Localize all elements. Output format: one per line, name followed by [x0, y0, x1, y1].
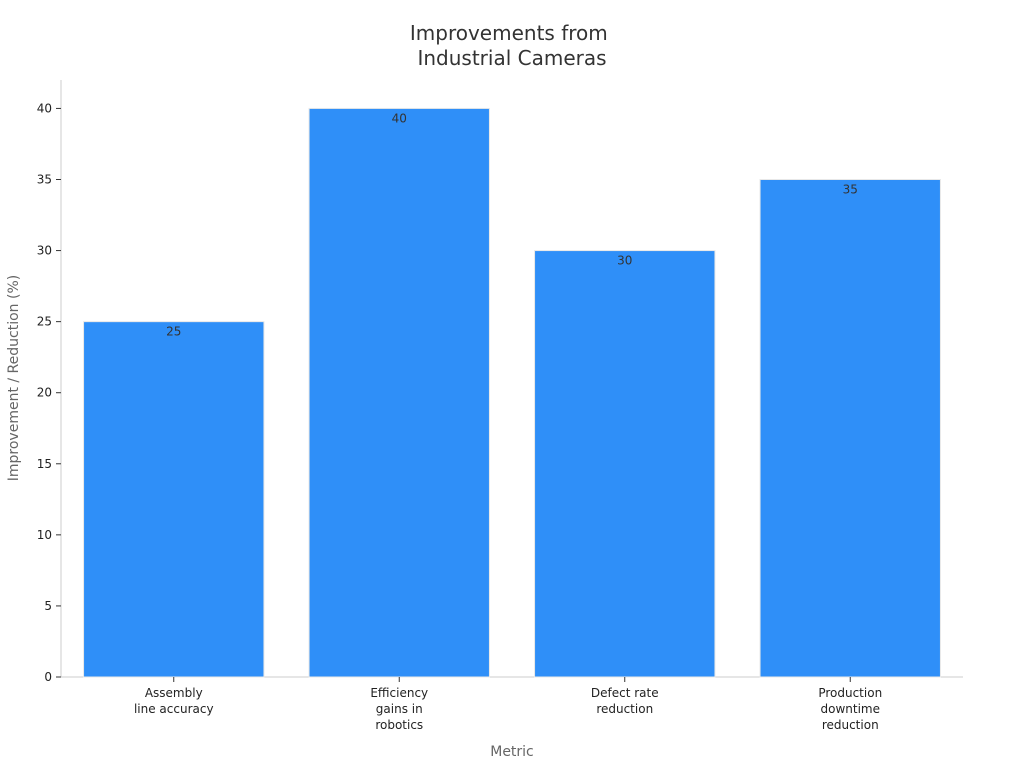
x-tick-label-line: line accuracy [134, 702, 214, 716]
bar [83, 321, 265, 678]
bar-value-label: 30 [617, 254, 632, 268]
x-tick-label: Production downtime reduction [818, 686, 882, 732]
bar-value-label: 25 [166, 325, 181, 339]
x-tick-label-line: Assembly [145, 686, 203, 700]
bar [534, 250, 716, 678]
y-tick-label: 15 [37, 457, 52, 471]
x-tick-label-line: Efficiency [370, 686, 428, 700]
y-tick-label: 35 [37, 173, 52, 187]
y-tick-label: 30 [37, 244, 52, 258]
y-tick-label: 20 [37, 386, 52, 400]
bar-value-label: 35 [843, 183, 858, 197]
bar [759, 179, 941, 678]
x-tick-label-line: reduction [822, 718, 879, 732]
x-tick-label: Defect rate reduction [591, 686, 659, 716]
x-tick-label-line: gains in [376, 702, 423, 716]
chart-title-line-2: Industrial Cameras [417, 46, 606, 70]
chart-title: Improvements from Industrial Cameras [410, 21, 614, 70]
y-axis-title: Improvement / Reduction (%) [6, 275, 22, 481]
x-tick-label-line: reduction [596, 702, 653, 716]
y-tick-label: 10 [37, 528, 52, 542]
bar [308, 107, 490, 678]
x-tick-label: Assembly line accuracy [134, 686, 214, 716]
x-tick-label: Efficiency gains in robotics [370, 686, 428, 732]
plot-area: 0 5 10 15 20 25 30 35 40 25 Assembly line accuracy 4… [37, 80, 963, 732]
bar-value-label: 40 [392, 111, 407, 125]
x-axis-title: Metric [490, 744, 534, 760]
y-tick-label: 25 [37, 315, 52, 329]
y-tick-label: 0 [44, 670, 52, 684]
chart-title-line-1: Improvements from [410, 21, 608, 45]
y-tick-label: 5 [44, 599, 52, 613]
x-tick-label-line: downtime [821, 702, 881, 716]
x-tick-label-line: Production [818, 686, 882, 700]
x-tick-label-line: robotics [375, 718, 423, 732]
y-tick-label: 40 [37, 101, 52, 115]
x-tick-label-line: Defect rate [591, 686, 659, 700]
